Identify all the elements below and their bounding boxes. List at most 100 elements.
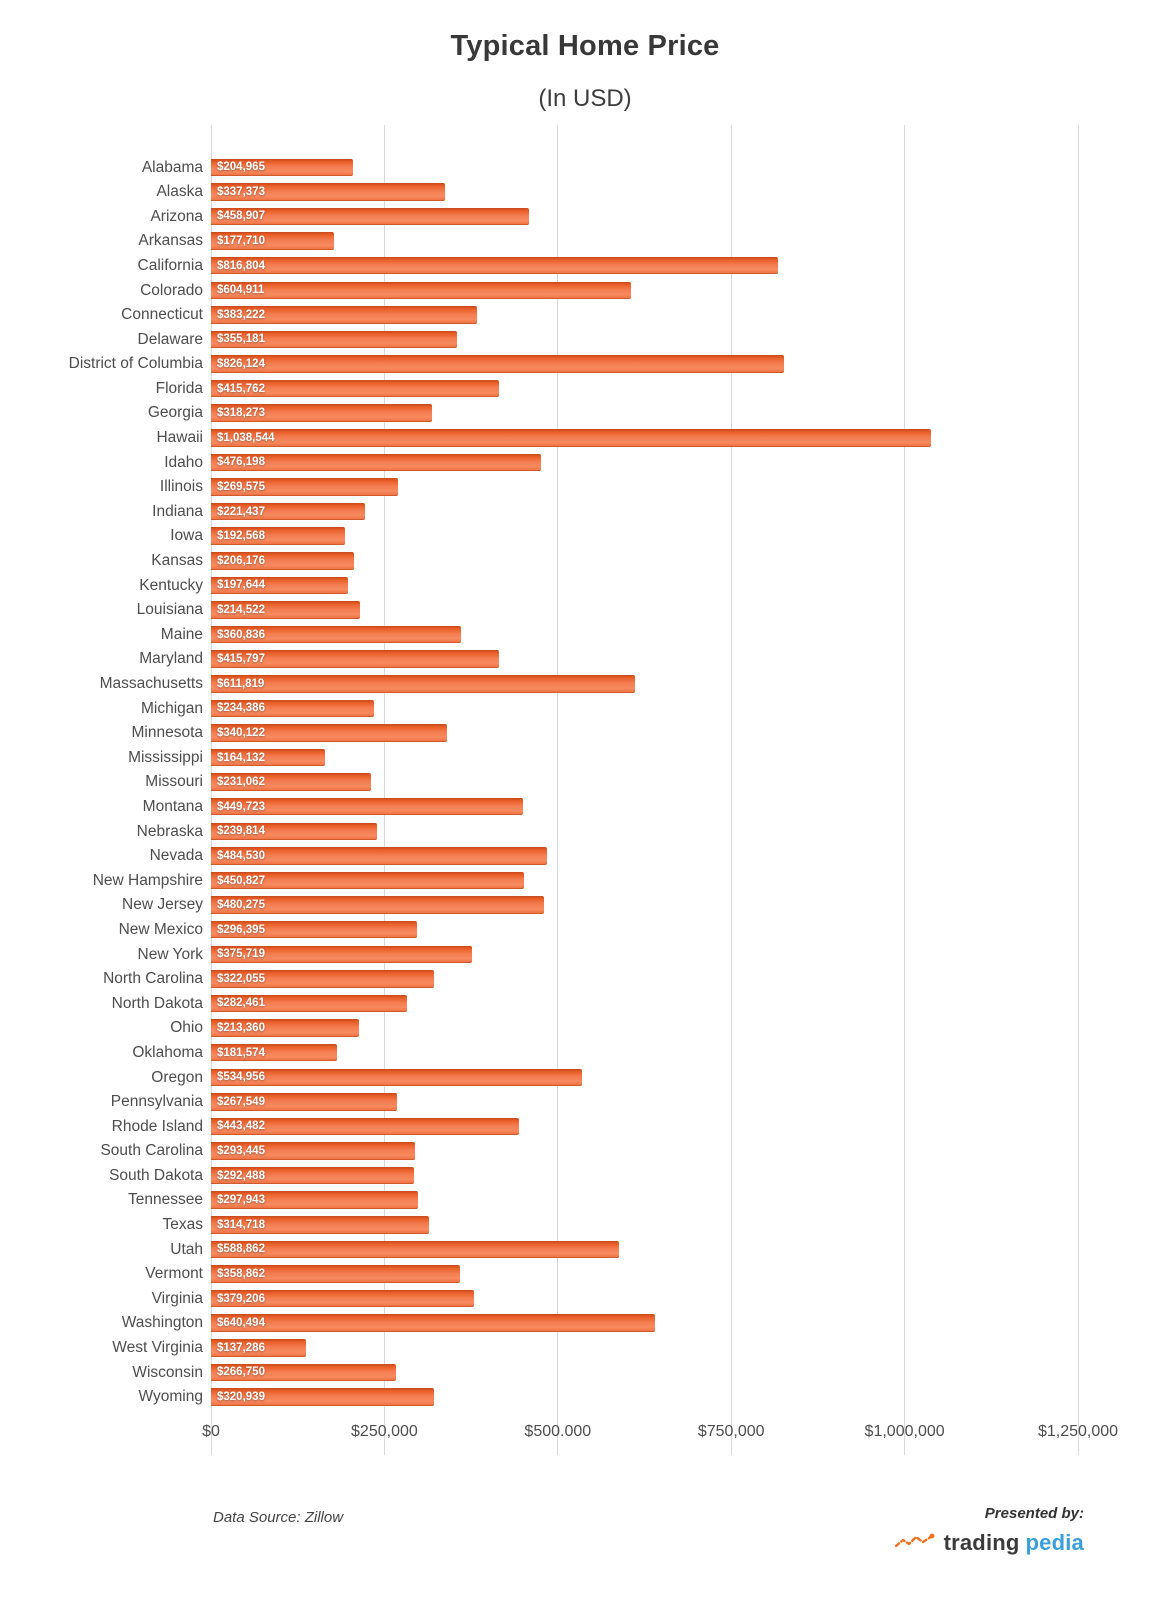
y-axis-label: Connecticut — [121, 306, 203, 324]
y-axis-label: Washington — [121, 1314, 203, 1332]
bar: $269,575 — [211, 478, 398, 496]
bar-track: $1,038,544 — [211, 429, 1078, 447]
bar-value-label: $213,360 — [217, 1022, 265, 1035]
bar: $640,494 — [211, 1314, 656, 1332]
chart-row: Alaska $337,373 — [0, 180, 1170, 205]
bar: $204,965 — [211, 158, 354, 177]
bar: $296,395 — [211, 920, 417, 939]
bar-track: $197,644 — [211, 576, 1078, 595]
chart-row: Illinois $269,575 — [0, 475, 1170, 500]
bar: $360,836 — [211, 625, 462, 644]
bar-track: $296,395 — [211, 920, 1078, 939]
bar-value-label: $484,530 — [217, 849, 265, 862]
bar-value-label: $449,723 — [217, 800, 265, 813]
bar-value-label: $269,575 — [217, 481, 265, 494]
y-axis-label: Indiana — [152, 502, 203, 520]
y-axis-label: South Carolina — [100, 1142, 203, 1160]
bar-track: $318,273 — [211, 404, 1078, 422]
chart-row: Colorado $604,911 — [0, 278, 1170, 303]
bar: $415,762 — [211, 379, 500, 398]
x-axis: $0 $250,000 $500.000 $750,000 $1,000,000 $1,2… — [202, 1423, 1118, 1447]
bar: $231,062 — [211, 773, 372, 791]
bar-value-label: $826,124 — [217, 358, 265, 371]
bar: $282,461 — [211, 994, 407, 1013]
y-axis-label: Mississippi — [128, 748, 203, 766]
bar-track: $379,206 — [211, 1289, 1078, 1308]
y-axis-label: Georgia — [147, 404, 203, 422]
bar-value-label: $458,907 — [217, 210, 265, 223]
tradingpedia-logo: trading pedia — [894, 1530, 1084, 1556]
bar-value-label: $297,943 — [217, 1194, 265, 1207]
bar-value-label: $314,718 — [217, 1218, 265, 1231]
bar-track: $415,797 — [211, 650, 1078, 668]
bar: $826,124 — [211, 355, 784, 373]
bar-value-label: $450,827 — [217, 874, 265, 887]
chart-row: Tennessee $297,943 — [0, 1188, 1170, 1213]
chart-row: Delaware $355,181 — [0, 327, 1170, 352]
chart-row: Kentucky $197,644 — [0, 573, 1170, 598]
bar: $192,568 — [211, 527, 345, 545]
bar: $816,804 — [211, 256, 778, 275]
bar: $449,723 — [211, 797, 523, 816]
bar-track: $458,907 — [211, 207, 1078, 226]
y-axis-label: West Virginia — [112, 1339, 203, 1357]
bar: $266,750 — [211, 1363, 397, 1382]
bar-track: $267,549 — [211, 1093, 1078, 1111]
y-axis-label: Wyoming — [138, 1388, 203, 1406]
y-axis-label: Montana — [142, 797, 203, 815]
bar-value-label: $604,911 — [217, 284, 265, 297]
bar: $476,198 — [211, 453, 542, 472]
bar: $318,273 — [211, 404, 432, 422]
bar-track: $293,445 — [211, 1142, 1078, 1160]
chart-row: Nevada $484,530 — [0, 844, 1170, 869]
bar-value-label: $443,482 — [217, 1120, 265, 1133]
bar-value-label: $177,710 — [217, 235, 265, 248]
bar: $239,814 — [211, 822, 378, 841]
x-axis-tick: $500.000 — [524, 1423, 592, 1441]
bar-value-label: $266,750 — [217, 1366, 265, 1379]
chart-row: New Mexico $296,395 — [0, 917, 1170, 942]
bar: $534,956 — [211, 1068, 583, 1087]
data-source-note: Data Source: Zillow — [213, 1509, 344, 1527]
bar: $213,360 — [211, 1019, 359, 1037]
bar-track: $181,574 — [211, 1043, 1078, 1062]
chart-footer: Data Source: Zillow Presented by: tradin… — [0, 1505, 1170, 1556]
bar: $320,939 — [211, 1388, 434, 1406]
bar: $443,482 — [211, 1117, 519, 1136]
y-axis-label: New York — [137, 945, 203, 963]
bar-value-label: $164,132 — [217, 751, 265, 764]
bar-value-label: $415,797 — [217, 653, 265, 666]
chart-row: North Carolina $322,055 — [0, 967, 1170, 992]
chart-row: Nebraska $239,814 — [0, 819, 1170, 844]
chart-row: Utah $588,862 — [0, 1237, 1170, 1262]
y-axis-label: Kentucky — [139, 576, 203, 594]
y-axis-label: North Carolina — [103, 970, 203, 988]
bar: $604,911 — [211, 281, 631, 300]
chart-row: Louisiana $214,522 — [0, 598, 1170, 623]
bar-track: $484,530 — [211, 847, 1078, 865]
chart-subtitle: (In USD) — [538, 85, 632, 112]
chart-row: Texas $314,718 — [0, 1213, 1170, 1238]
chart-row: Mississippi $164,132 — [0, 745, 1170, 770]
bar: $358,862 — [211, 1265, 460, 1283]
y-axis-label: Maine — [160, 625, 203, 643]
y-axis-label: Arkansas — [138, 232, 203, 250]
bar-track: $266,750 — [211, 1363, 1078, 1382]
chart-row: Iowa $192,568 — [0, 524, 1170, 549]
bar-track: $214,522 — [211, 601, 1078, 619]
y-axis-label: Vermont — [145, 1265, 203, 1283]
bar-track: $826,124 — [211, 355, 1078, 373]
chart-row: District of Columbia $826,124 — [0, 352, 1170, 377]
bar-value-label: $337,373 — [217, 185, 265, 198]
chart-row: South Carolina $293,445 — [0, 1139, 1170, 1164]
bar: $164,132 — [211, 748, 325, 767]
bar-track: $239,814 — [211, 822, 1078, 841]
bar-track: $234,386 — [211, 699, 1078, 718]
chart-row: Missouri $231,062 — [0, 770, 1170, 795]
bar: $234,386 — [211, 699, 374, 718]
chart-row: Vermont $358,862 — [0, 1262, 1170, 1287]
brand-pedia-text: pedia — [1025, 1530, 1084, 1556]
chart-row: Wyoming $320,939 — [0, 1385, 1170, 1410]
bar-track: $443,482 — [211, 1117, 1078, 1136]
